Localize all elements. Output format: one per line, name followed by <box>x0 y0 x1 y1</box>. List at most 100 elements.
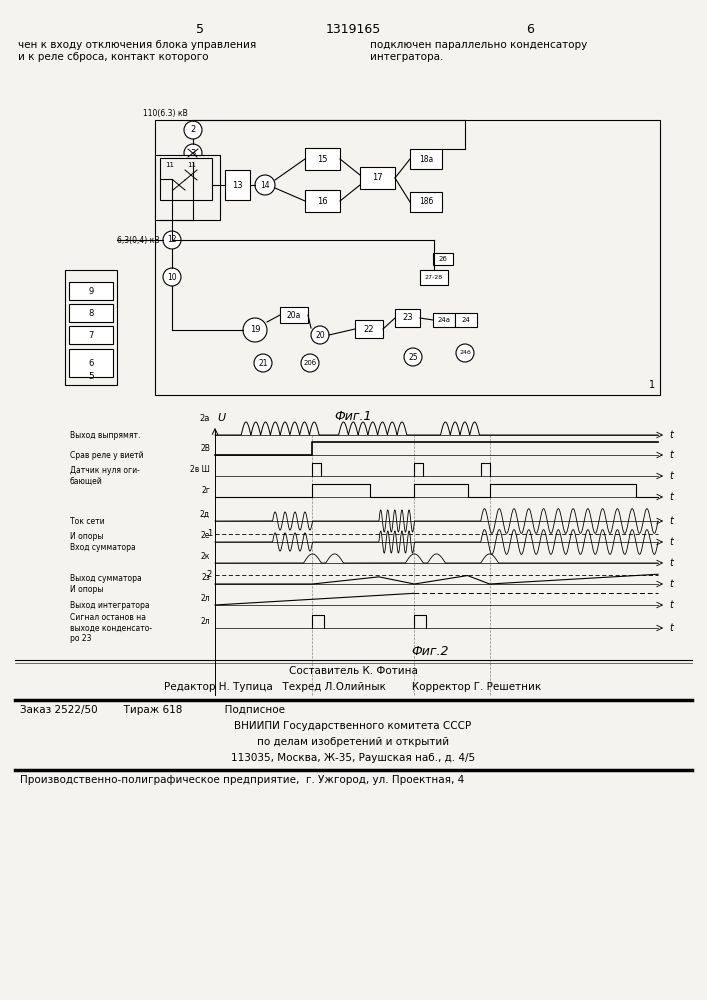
Circle shape <box>311 326 329 344</box>
Text: 2л: 2л <box>200 594 210 603</box>
Text: 5: 5 <box>196 23 204 36</box>
Text: 2а: 2а <box>199 414 210 423</box>
Bar <box>65 270 117 385</box>
Circle shape <box>301 354 319 372</box>
Bar <box>69 326 113 344</box>
Text: Срав реле у виетй: Срав реле у виетй <box>70 450 144 460</box>
Text: Заказ 2522/50        Тираж 618             Подписное: Заказ 2522/50 Тираж 618 Подписное <box>20 705 285 715</box>
Text: 2: 2 <box>190 125 196 134</box>
Text: 6: 6 <box>526 23 534 36</box>
Text: 21: 21 <box>258 359 268 367</box>
Text: 113035, Москва, Ж-35, Раушская наб., д. 4/5: 113035, Москва, Ж-35, Раушская наб., д. … <box>231 753 475 763</box>
Text: 20: 20 <box>315 330 325 340</box>
Circle shape <box>255 175 275 195</box>
Text: 2: 2 <box>206 570 212 579</box>
Text: 17: 17 <box>372 174 382 182</box>
Text: Производственно-полиграфическое предприятие,  г. Ужгород, ул. Проектная, 4: Производственно-полиграфическое предприя… <box>20 775 464 785</box>
Text: Составитель К. Фотина: Составитель К. Фотина <box>288 666 417 676</box>
Text: 16: 16 <box>317 196 328 206</box>
Text: ВНИИПИ Государственного комитета СССР: ВНИИПИ Государственного комитета СССР <box>235 721 472 731</box>
Bar <box>433 253 453 265</box>
Text: 6: 6 <box>88 359 94 367</box>
Bar <box>410 149 442 169</box>
Text: 3: 3 <box>190 148 196 157</box>
Text: 2г: 2г <box>201 486 210 495</box>
Bar <box>280 307 308 323</box>
Text: 24а: 24а <box>438 317 450 323</box>
Bar <box>69 282 113 300</box>
Text: 25: 25 <box>408 353 418 361</box>
Bar <box>420 270 448 285</box>
Bar <box>69 304 113 322</box>
Bar <box>455 313 477 327</box>
Text: Редактор Н. Тупица   Техред Л.Олийнык        Корректор Г. Решетник: Редактор Н. Тупица Техред Л.Олийнык Корр… <box>164 682 542 692</box>
Circle shape <box>404 348 422 366</box>
Text: 18б: 18б <box>419 198 433 207</box>
Text: t: t <box>669 516 673 526</box>
Text: Выход сумматора
И опоры: Выход сумматора И опоры <box>70 574 141 594</box>
Text: 23: 23 <box>402 314 413 322</box>
Text: 8: 8 <box>88 308 94 318</box>
Circle shape <box>243 318 267 342</box>
Text: Датчик нуля оги-
бающей: Датчик нуля оги- бающей <box>70 466 140 486</box>
Bar <box>305 190 340 212</box>
Text: 1: 1 <box>649 380 655 390</box>
Text: 13: 13 <box>232 180 243 190</box>
Circle shape <box>456 344 474 362</box>
Bar <box>360 167 395 189</box>
Text: U: U <box>217 413 225 423</box>
Bar <box>305 148 340 170</box>
Text: 24б: 24б <box>459 351 471 356</box>
Text: Выход выпрямят.: Выход выпрямят. <box>70 430 141 440</box>
Bar <box>155 120 660 395</box>
Text: 1: 1 <box>206 529 212 538</box>
Text: И опоры
Вход сумматора: И опоры Вход сумматора <box>70 532 136 552</box>
Text: 26: 26 <box>438 256 448 262</box>
Text: 14: 14 <box>260 180 270 190</box>
Bar <box>69 349 113 377</box>
Text: 18а: 18а <box>419 154 433 163</box>
Text: 24: 24 <box>462 317 470 323</box>
Bar <box>225 170 250 200</box>
Text: t: t <box>669 558 673 568</box>
Text: 2к: 2к <box>201 552 210 561</box>
Circle shape <box>184 121 202 139</box>
Text: 2В: 2В <box>200 444 210 453</box>
Text: 15: 15 <box>317 154 328 163</box>
Circle shape <box>184 144 202 162</box>
Bar <box>433 313 455 327</box>
Text: t: t <box>669 600 673 610</box>
Text: t: t <box>669 471 673 481</box>
Text: Ток сети: Ток сети <box>70 516 105 526</box>
Text: Фиг.2: Фиг.2 <box>411 645 449 658</box>
Bar <box>355 320 383 338</box>
Text: 2з: 2з <box>201 573 210 582</box>
Text: по делам изобретений и открытий: по делам изобретений и открытий <box>257 737 449 747</box>
Text: 12: 12 <box>168 235 177 244</box>
Text: t: t <box>669 537 673 547</box>
Text: t: t <box>669 450 673 460</box>
Text: 110(6.3) кВ: 110(6.3) кВ <box>144 109 188 118</box>
Text: 5: 5 <box>88 372 94 381</box>
Circle shape <box>163 268 181 286</box>
Text: 7: 7 <box>88 330 94 340</box>
Bar <box>215 260 655 390</box>
Text: 2л: 2л <box>200 617 210 626</box>
Bar <box>410 192 442 212</box>
Text: 11: 11 <box>165 162 174 168</box>
Text: 2е: 2е <box>201 531 210 540</box>
Text: 2д: 2д <box>200 510 210 519</box>
Text: 19: 19 <box>250 326 260 334</box>
Circle shape <box>163 231 181 249</box>
Text: t: t <box>669 623 673 633</box>
Text: Сигнал останов на
выходе конденсато-
ро 23: Сигнал останов на выходе конденсато- ро … <box>70 613 152 643</box>
Text: t: t <box>669 492 673 502</box>
Text: 6,3(0,4) кВ: 6,3(0,4) кВ <box>117 235 160 244</box>
Text: 27-28: 27-28 <box>425 275 443 280</box>
Text: 9: 9 <box>88 286 93 296</box>
Text: t: t <box>669 579 673 589</box>
Text: 22: 22 <box>363 324 374 334</box>
Text: 11: 11 <box>187 162 196 168</box>
Bar <box>160 158 212 200</box>
Text: 2в Ш: 2в Ш <box>190 465 210 474</box>
